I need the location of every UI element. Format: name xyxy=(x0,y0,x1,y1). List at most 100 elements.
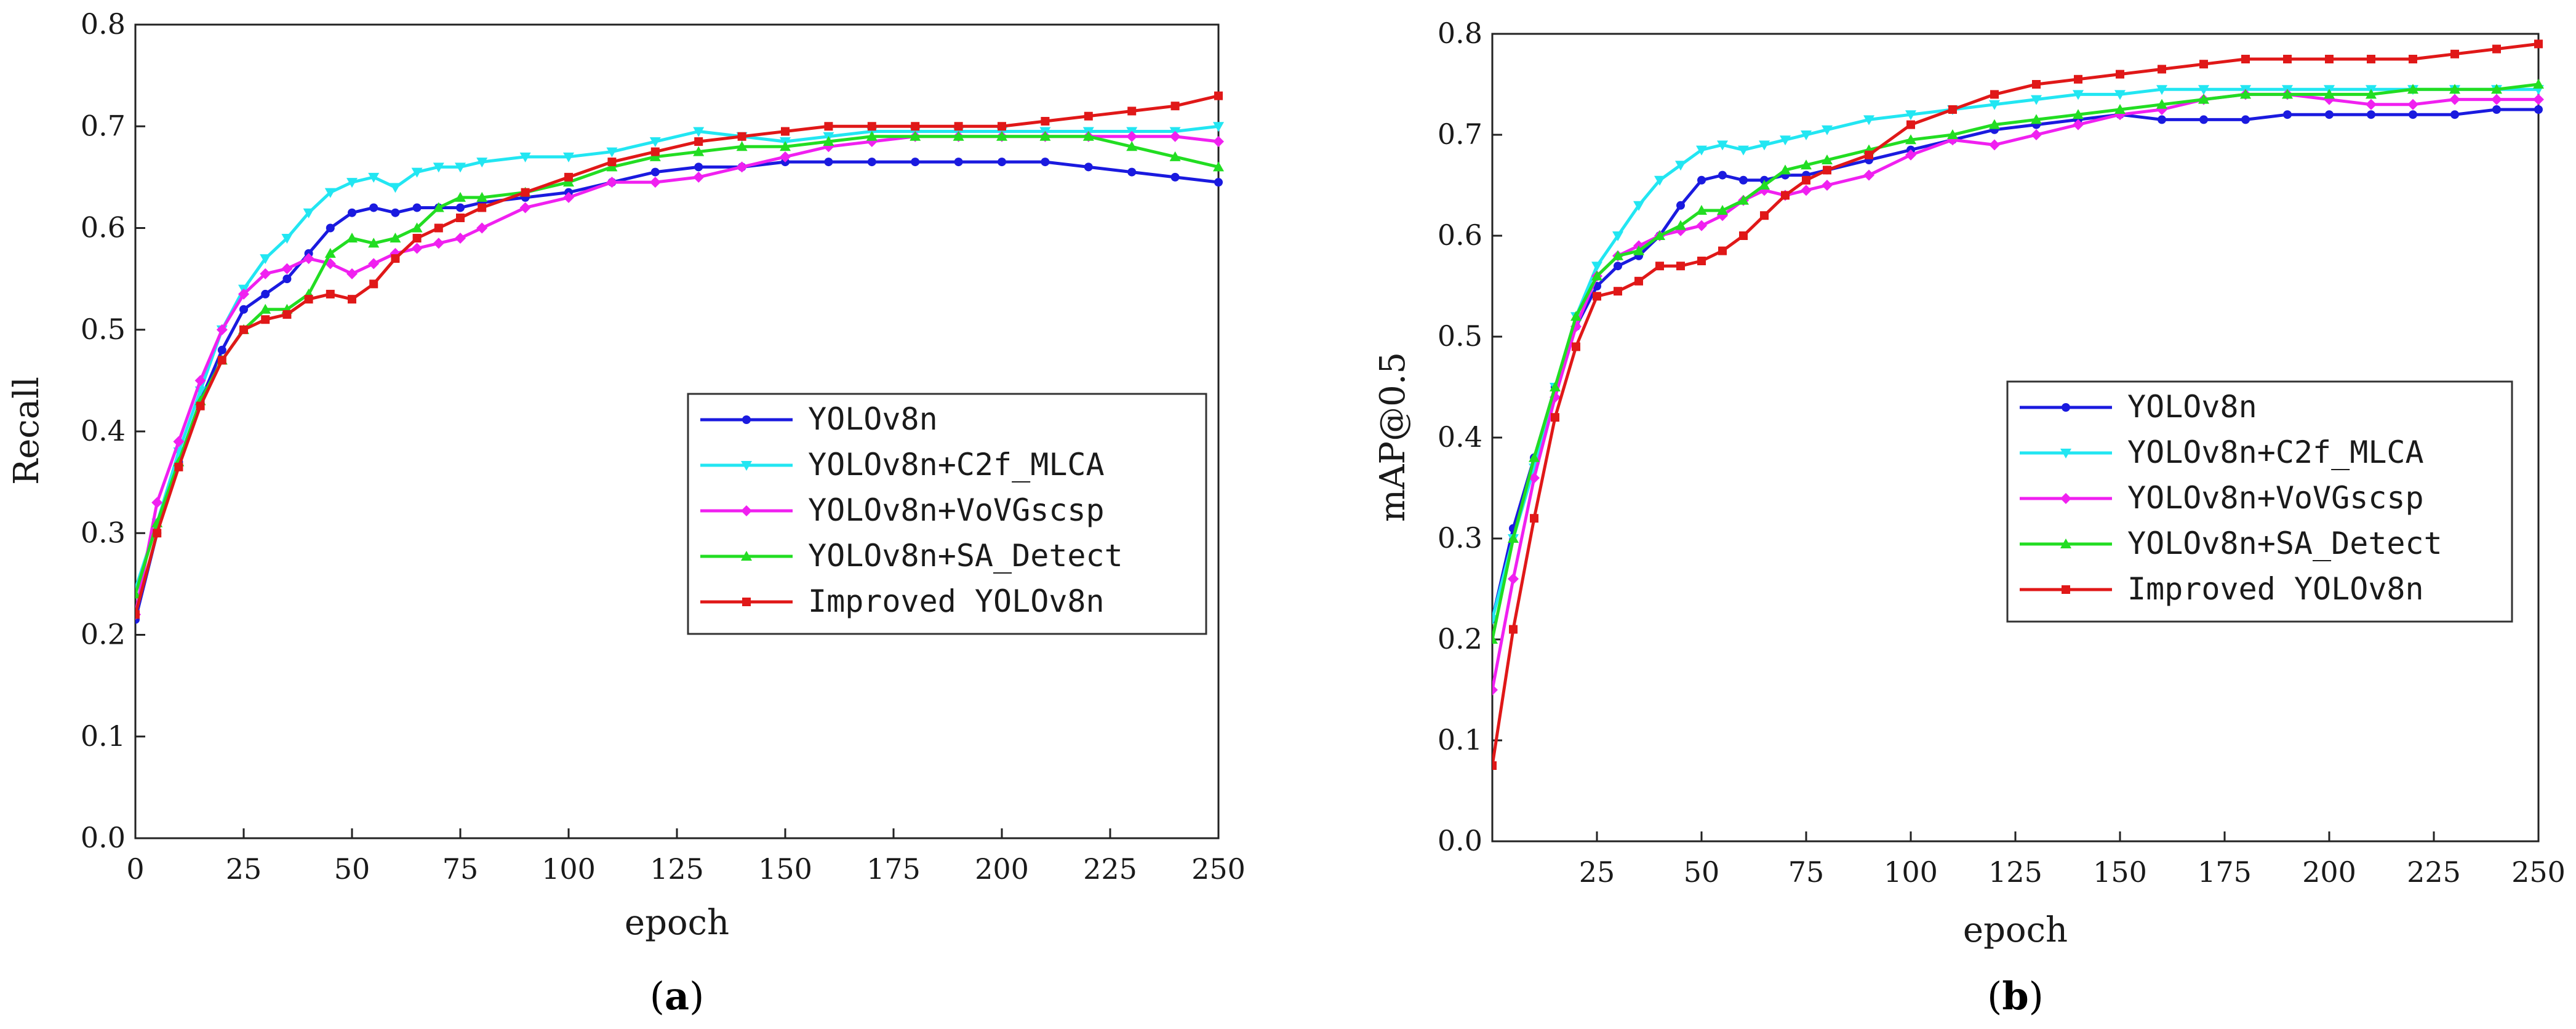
series-point-2 xyxy=(260,268,271,279)
series-point-3 xyxy=(455,191,466,202)
x-tick-label: 225 xyxy=(2407,855,2461,889)
series-point-4 xyxy=(348,295,356,304)
x-axis-title: epoch xyxy=(1963,910,2068,950)
series-point-3 xyxy=(1738,194,1749,205)
x-tick-label: 250 xyxy=(2511,855,2566,889)
series-point-0 xyxy=(1127,167,1137,177)
legend-entry: YOLOv8n+SA_Detect xyxy=(808,538,1123,574)
series-point-1 xyxy=(2114,90,2126,100)
series-point-3 xyxy=(606,161,618,172)
series-point-3 xyxy=(1654,230,1665,240)
series-point-1 xyxy=(519,152,531,162)
series-point-1 xyxy=(411,167,423,178)
x-tick-label: 50 xyxy=(1684,855,1720,889)
legend-marker xyxy=(2062,403,2070,412)
series-point-1 xyxy=(1717,140,1728,151)
x-tick-label: 150 xyxy=(2093,855,2147,889)
series-point-2 xyxy=(2533,94,2544,105)
legend-box xyxy=(2006,380,2513,623)
series-point-4 xyxy=(217,356,226,365)
subfigure-caption: (b) xyxy=(1987,974,2044,1019)
series-point-3 xyxy=(2282,89,2293,99)
series-point-3 xyxy=(2407,84,2418,94)
series-point-4 xyxy=(1530,514,1538,523)
y-tick-label: 0.8 xyxy=(81,7,126,41)
series-point-0 xyxy=(391,208,400,217)
series-point-0 xyxy=(2409,110,2417,119)
series-point-0 xyxy=(824,158,833,167)
series-point-4 xyxy=(1170,102,1180,111)
series-point-2 xyxy=(455,233,466,244)
y-tick-label: 0.3 xyxy=(1438,521,1482,555)
x-tick-label: 75 xyxy=(442,852,479,886)
chart-a: 0.0 0.1 0.2 0.3 0.4 0.5 0.6 0.7 0.8 0 25 50 75 100 125… xyxy=(7,7,1246,1019)
series-point-3 xyxy=(368,238,380,248)
series-point-1 xyxy=(476,158,488,168)
series-point-2 xyxy=(563,191,574,203)
series-point-3 xyxy=(1082,130,1094,141)
legend-marker xyxy=(742,415,751,424)
series-point-4 xyxy=(1865,150,1873,159)
series-point-4 xyxy=(1214,91,1223,100)
series-point-2 xyxy=(736,161,748,173)
y-tick-label: 0.7 xyxy=(81,109,126,142)
series-line-4 xyxy=(135,94,1219,615)
x-tick-label: 100 xyxy=(1884,855,1938,889)
series-point-1 xyxy=(433,162,444,173)
series-point-3 xyxy=(1570,311,1582,321)
series-point-1 xyxy=(1989,100,2000,110)
series-point-3 xyxy=(910,130,921,141)
legend-entry: Improved YOLOv8n xyxy=(2127,571,2424,607)
series-point-0 xyxy=(348,208,356,217)
series-point-2 xyxy=(346,268,358,279)
series-point-0 xyxy=(1041,158,1050,167)
series-point-4 xyxy=(521,188,530,197)
series-point-1 xyxy=(346,178,358,188)
legend-marker xyxy=(741,461,752,471)
series-point-4 xyxy=(1572,342,1580,351)
series-point-3 xyxy=(324,247,336,258)
series-point-3 xyxy=(2114,104,2126,114)
series-point-3 xyxy=(1717,205,1728,215)
series-point-2 xyxy=(238,288,249,300)
x-tick-label: 250 xyxy=(1191,852,1246,886)
legend-marker xyxy=(2060,493,2071,504)
series-point-4 xyxy=(1634,276,1643,286)
x-tick-label: 125 xyxy=(1988,855,2042,889)
series-point-2 xyxy=(2073,119,2084,130)
legend-entry: YOLOv8n xyxy=(808,401,938,437)
series-point-0 xyxy=(1739,175,1748,185)
y-tick-label: 0.4 xyxy=(81,414,126,447)
series-point-3 xyxy=(780,141,791,151)
y-tick-label: 0.3 xyxy=(81,516,126,549)
series-point-1 xyxy=(1213,122,1224,132)
series-point-3 xyxy=(736,141,748,151)
series-point-4 xyxy=(153,529,162,538)
series-point-3 xyxy=(2031,114,2042,124)
series-point-4 xyxy=(1739,231,1748,240)
series-point-0 xyxy=(261,289,270,298)
series-point-0 xyxy=(1170,172,1180,182)
series-point-2 xyxy=(1169,130,1181,142)
series-point-1 xyxy=(1738,145,1749,156)
series-point-4 xyxy=(954,122,963,131)
legend-marker xyxy=(2062,585,2070,594)
series-point-1 xyxy=(1863,115,1874,126)
series-point-0 xyxy=(2199,115,2208,124)
series-point-4 xyxy=(282,310,292,319)
y-tick-label: 0.5 xyxy=(1438,319,1482,353)
series-point-3 xyxy=(2491,84,2502,94)
series-point-4 xyxy=(1906,120,1915,129)
series-point-2 xyxy=(303,253,314,265)
series-point-2 xyxy=(2449,94,2460,105)
series-point-3 xyxy=(693,146,705,156)
series-point-0 xyxy=(2450,110,2459,119)
series-point-4 xyxy=(1676,262,1685,271)
series-point-4 xyxy=(326,289,335,298)
series-point-4 xyxy=(1990,90,1999,99)
series-point-0 xyxy=(282,274,292,284)
series-line-1 xyxy=(1492,87,2538,620)
series-point-4 xyxy=(1781,191,1790,200)
series-point-0 xyxy=(217,345,226,354)
series-point-3 xyxy=(346,233,358,243)
